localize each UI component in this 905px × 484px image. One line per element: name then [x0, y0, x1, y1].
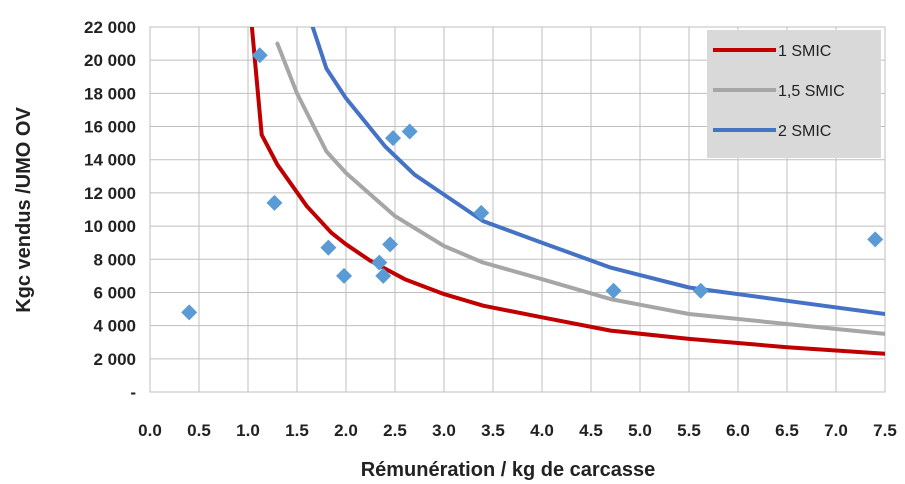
x-tick-label: 4.5: [579, 421, 603, 440]
series-line-1-5-smic: [275, 41, 885, 336]
y-tick-label: 4 000: [93, 317, 136, 336]
gridlines: [149, 26, 886, 393]
scatter-point: [251, 47, 268, 64]
legend-label-1-5-smic: 1,5 SMIC: [778, 83, 845, 100]
scatter-point: [605, 282, 622, 299]
scatter-point: [320, 239, 337, 256]
scatter-point: [401, 123, 418, 140]
y-tick-label: 8 000: [93, 250, 136, 269]
x-tick-label: 2.5: [383, 421, 407, 440]
y-tick-label: 20 000: [84, 51, 136, 70]
y-tick-label: -: [130, 383, 136, 402]
scatter-point: [375, 267, 392, 284]
x-tick-label: 3.0: [432, 421, 456, 440]
plot-area: [149, 26, 886, 393]
x-tick-label: 5.0: [628, 421, 652, 440]
scatter-markers: [181, 47, 884, 321]
y-axis-title: Kgc vendus /UMO OV: [13, 107, 35, 313]
x-tick-label: 4.0: [530, 421, 554, 440]
x-axis-ticks: 0.0 0.5 1.0 1.5 2.0 2.5 3.0 3.5 4.0 4.5 5.0 5.5 6.0 6…: [138, 421, 897, 440]
scatter-point: [692, 282, 709, 299]
y-tick-label: 2 000: [93, 350, 136, 369]
x-tick-label: 3.5: [481, 421, 505, 440]
legend: 1 SMIC 1,5 SMIC 2 SMIC: [707, 30, 881, 158]
x-tick-label: 0.5: [187, 421, 211, 440]
legend-label-2-smic: 2 SMIC: [778, 123, 831, 140]
plot-border: [149, 26, 886, 393]
series-line-1-smic: [249, 27, 885, 356]
y-tick-label: 22 000: [84, 18, 136, 37]
x-axis-title: Rémunération / kg de carcasse: [361, 459, 656, 481]
scatter-point: [473, 204, 490, 221]
y-tick-label: 12 000: [84, 184, 136, 203]
scatter-point: [266, 194, 283, 211]
scatter-point: [181, 304, 198, 321]
scatter-point: [867, 231, 884, 248]
x-tick-label: 7.0: [824, 421, 848, 440]
x-tick-label: 1.5: [285, 421, 309, 440]
x-tick-label: 7.5: [873, 421, 897, 440]
x-tick-label: 6.5: [775, 421, 799, 440]
scatter-point: [385, 130, 402, 147]
y-tick-label: 10 000: [84, 217, 136, 236]
x-tick-label: 2.0: [334, 421, 358, 440]
y-axis-ticks: - 2 000 4 000 6 000 8 000 10 000 12 000 14 000 1…: [84, 18, 136, 402]
scatter-point: [336, 267, 353, 284]
x-tick-label: 1.0: [236, 421, 260, 440]
y-tick-label: 18 000: [84, 84, 136, 103]
scatter-point: [371, 254, 388, 271]
legend-label-1-smic: 1 SMIC: [778, 43, 831, 60]
x-tick-label: 0.0: [138, 421, 162, 440]
y-tick-label: 14 000: [84, 151, 136, 170]
y-tick-label: 16 000: [84, 118, 136, 137]
scatter-point: [382, 236, 399, 253]
x-tick-label: 6.0: [726, 421, 750, 440]
x-tick-label: 5.5: [677, 421, 701, 440]
y-tick-label: 6 000: [93, 283, 136, 302]
